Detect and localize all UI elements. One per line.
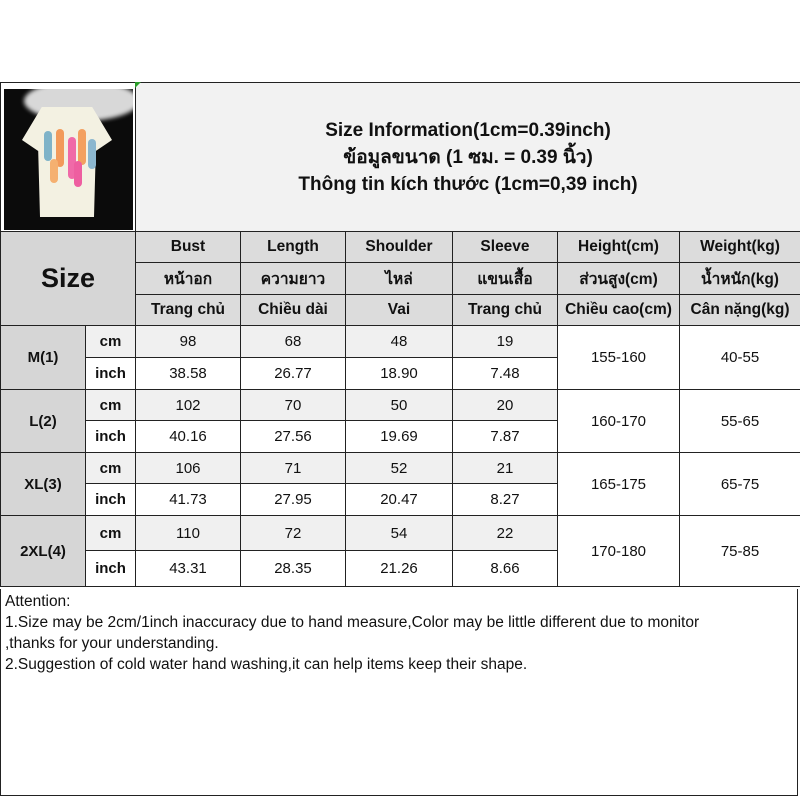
attention-note-1-cont: ,thanks for your understanding. <box>5 635 219 652</box>
weight-range: 75-85 <box>678 515 800 587</box>
col-header-vi: Chiều dài <box>240 294 346 326</box>
col-header-en: Length <box>240 231 346 263</box>
col-header-th: ส่วนสูง(cm) <box>557 262 680 295</box>
table-row: inch 43.31 28.35 21.26 8.66 <box>1 550 800 587</box>
size-name: L(2) <box>0 389 86 453</box>
height-range: 170-180 <box>557 515 680 587</box>
size-info-title: Size Information(1cm=0.39inch) ข้อมูลขนา… <box>134 82 800 232</box>
col-header-vi: Chiều cao(cm) <box>557 294 680 326</box>
measure-cell: 19.69 <box>345 420 453 453</box>
unit-label: cm <box>85 452 136 484</box>
col-header-th: น้ำหนัก(kg) <box>678 262 800 295</box>
cell-comment-marker <box>135 82 141 88</box>
table-row: inch 38.58 26.77 18.90 7.48 <box>1 357 800 390</box>
unit-label: inch <box>85 550 136 587</box>
table-row: M(1) cm 98 68 48 19 155-160 40-55 <box>0 325 800 390</box>
weight-range: 40-55 <box>678 325 800 390</box>
measure-cell: 106 <box>135 452 241 484</box>
attention-note-1: 1.Size may be 2cm/1inch inaccuracy due t… <box>5 614 700 631</box>
height-range: 155-160 <box>557 325 680 390</box>
measure-cell: 40.16 <box>135 420 241 453</box>
title-vietnamese: Thông tin kích thước (1cm=0,39 inch) <box>298 173 638 195</box>
measure-cell: 43.31 <box>135 550 241 587</box>
measure-cell: 54 <box>345 515 453 551</box>
measure-cell: 7.87 <box>452 420 558 453</box>
col-header-th: หน้าอก <box>135 262 241 295</box>
unit-label: inch <box>85 357 136 390</box>
col-header-th: ความยาว <box>240 262 346 295</box>
measure-cell: 102 <box>135 389 241 421</box>
measure-cell: 68 <box>240 325 346 358</box>
col-header-vi: Trang chủ <box>135 294 241 326</box>
measure-cell: 7.48 <box>452 357 558 390</box>
col-header-en: Shoulder <box>345 231 453 263</box>
size-name: M(1) <box>0 325 86 390</box>
measure-cell: 27.56 <box>240 420 346 453</box>
measure-cell: 22 <box>452 515 558 551</box>
attention-note-2: 2.Suggestion of cold water hand washing,… <box>5 656 528 673</box>
col-header-en: Weight(kg) <box>678 231 800 263</box>
attention-notes: Attention: 1.Size may be 2cm/1inch inacc… <box>0 589 798 796</box>
size-header: Size <box>0 231 136 326</box>
col-header-th: ไหล่ <box>345 262 453 295</box>
col-header-vi: Trang chủ <box>452 294 558 326</box>
unit-label: cm <box>85 389 136 421</box>
measure-cell: 27.95 <box>240 483 346 516</box>
product-image-cell <box>0 82 136 232</box>
measure-cell: 20.47 <box>345 483 453 516</box>
unit-label: cm <box>85 515 136 551</box>
size-name: XL(3) <box>0 452 86 516</box>
col-header-vi: Cân nặng(kg) <box>678 294 800 326</box>
height-range: 160-170 <box>557 389 680 453</box>
col-header-vi: Vai <box>345 294 453 326</box>
measure-cell: 26.77 <box>240 357 346 390</box>
measure-cell: 70 <box>240 389 346 421</box>
measure-cell: 72 <box>240 515 346 551</box>
title-english: Size Information(1cm=0.39inch) <box>325 119 611 141</box>
col-header-en: Height(cm) <box>557 231 680 263</box>
size-name: 2XL(4) <box>0 515 86 587</box>
measure-cell: 21 <box>452 452 558 484</box>
measure-cell: 110 <box>135 515 241 551</box>
measure-cell: 20 <box>452 389 558 421</box>
col-header-th: แขนเสื้อ <box>452 262 558 295</box>
measure-cell: 8.27 <box>452 483 558 516</box>
attention-heading: Attention: <box>5 593 71 610</box>
product-photo-tshirt <box>4 89 133 230</box>
measure-cell: 38.58 <box>135 357 241 390</box>
table-row: inch 40.16 27.56 19.69 7.87 <box>1 420 800 453</box>
weight-range: 65-75 <box>678 452 800 516</box>
measure-cell: 8.66 <box>452 550 558 587</box>
col-header-en: Bust <box>135 231 241 263</box>
table-row: L(2) cm 102 70 50 20 160-170 55-65 <box>0 389 800 453</box>
measure-cell: 18.90 <box>345 357 453 390</box>
table-row: XL(3) cm 106 71 52 21 165-175 65-75 <box>0 452 800 516</box>
measure-cell: 19 <box>452 325 558 358</box>
size-chart-table: Size Information(1cm=0.39inch) ข้อมูลขนา… <box>0 82 800 587</box>
weight-range: 55-65 <box>678 389 800 453</box>
unit-label: inch <box>85 483 136 516</box>
table-row: inch 41.73 27.95 20.47 8.27 <box>1 483 800 516</box>
unit-label: cm <box>85 325 136 358</box>
unit-label: inch <box>85 420 136 453</box>
measure-cell: 48 <box>345 325 453 358</box>
measure-cell: 41.73 <box>135 483 241 516</box>
table-row: 2XL(4) cm 110 72 54 22 170-180 75-85 <box>0 515 800 587</box>
height-range: 165-175 <box>557 452 680 516</box>
measure-cell: 21.26 <box>345 550 453 587</box>
measure-cell: 71 <box>240 452 346 484</box>
title-thai: ข้อมูลขนาด (1 ซม. = 0.39 นิ้ว) <box>343 146 593 168</box>
measure-cell: 28.35 <box>240 550 346 587</box>
measure-cell: 52 <box>345 452 453 484</box>
measure-cell: 50 <box>345 389 453 421</box>
col-header-en: Sleeve <box>452 231 558 263</box>
measure-cell: 98 <box>135 325 241 358</box>
